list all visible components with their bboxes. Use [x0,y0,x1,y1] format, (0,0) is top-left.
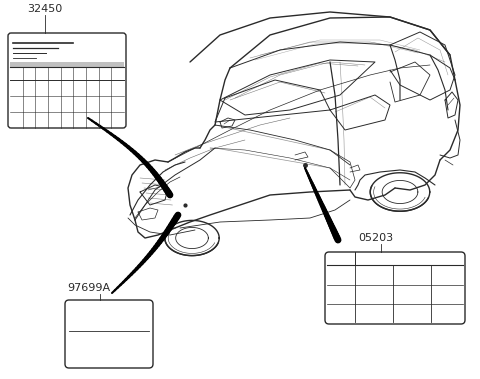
FancyBboxPatch shape [325,252,465,324]
Text: 97699A: 97699A [67,283,110,293]
Text: 32450: 32450 [27,4,62,14]
Text: 05203: 05203 [358,233,393,243]
FancyBboxPatch shape [8,33,126,128]
FancyBboxPatch shape [65,300,153,368]
Bar [10,62,124,67]
